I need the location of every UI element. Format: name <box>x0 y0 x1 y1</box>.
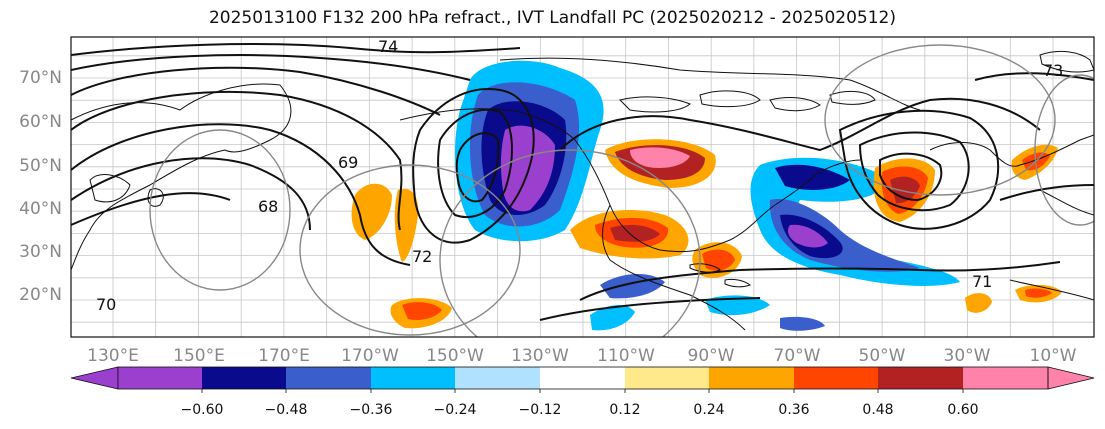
contour-label-71: 71 <box>972 272 992 291</box>
refractivity-contours <box>71 43 1094 321</box>
positive-anomaly-gulf <box>570 210 689 259</box>
colorbar-segment <box>963 367 1048 389</box>
lat-label: 40°N <box>19 199 62 219</box>
colorbar-extend-high <box>1047 366 1095 390</box>
colorbar-segment <box>709 367 794 389</box>
colorbar-segment <box>371 367 455 389</box>
lon-label: 70°W <box>774 346 821 366</box>
colorbar-tick: −0.12 <box>519 402 562 418</box>
lon-label: 110°W <box>597 346 655 366</box>
colorbar-segment <box>118 367 202 389</box>
colorbar-tick-labels: −0.60 −0.48 −0.36 −0.24 −0.12 0.12 0.24 … <box>181 402 979 418</box>
lon-label: 10°W <box>1030 346 1077 366</box>
lon-label: 90°W <box>688 346 735 366</box>
negative-anomaly-subtropics <box>590 274 825 331</box>
lon-label: 130°E <box>87 346 139 366</box>
contour-label-72: 72 <box>412 247 432 266</box>
colorbar-tick: 0.12 <box>609 402 640 418</box>
colorbar-tick: 0.24 <box>693 402 724 418</box>
lat-label: 70°N <box>19 68 62 88</box>
lat-label: 50°N <box>19 156 62 176</box>
positive-anomaly-pacific <box>351 183 992 329</box>
coastlines <box>71 50 1094 331</box>
lat-label: 20°N <box>19 285 62 305</box>
lat-label: 60°N <box>19 112 62 132</box>
colorbar-tick: −0.36 <box>350 402 393 418</box>
lon-label: 30°W <box>944 346 991 366</box>
map-border <box>70 36 1095 338</box>
contour-label-74: 74 <box>378 37 398 56</box>
lon-label: 150°W <box>426 346 484 366</box>
colorbar-segment <box>794 367 878 389</box>
colorbar-segment <box>540 367 625 389</box>
lon-label: 50°W <box>859 346 906 366</box>
colorbar-segment <box>286 367 371 389</box>
contour-label-68: 68 <box>258 197 278 216</box>
lon-label: 170°W <box>341 346 399 366</box>
latitude-labels: 70°N 60°N 50°N 40°N 30°N 20°N <box>19 68 62 305</box>
lon-label: 150°E <box>173 346 225 366</box>
colorbar-tick: 0.48 <box>862 402 893 418</box>
contour-labels: 74 73 72 71 70 69 68 <box>96 37 1063 314</box>
positive-anomaly-atlantic <box>873 144 1062 303</box>
colorbar-extend-low <box>70 366 119 390</box>
longitude-labels: 130°E 150°E 170°E 170°W 150°W 130°W 110°… <box>87 346 1077 366</box>
contour-label-70: 70 <box>96 295 116 314</box>
contour-label-73: 73 <box>1043 61 1063 80</box>
colorbar-tick: 0.36 <box>778 402 809 418</box>
colorbar <box>70 366 1095 393</box>
lat-label: 30°N <box>19 242 62 262</box>
colorbar-tick: −0.24 <box>434 402 477 418</box>
colorbar-tick: −0.48 <box>265 402 308 418</box>
negative-anomaly-atlantic <box>750 157 960 286</box>
lon-label: 130°W <box>511 346 569 366</box>
contour-label-69: 69 <box>338 153 358 172</box>
positive-anomaly-plains <box>605 139 716 188</box>
map-title: 2025013100 F132 200 hPa refract., IVT La… <box>208 8 896 28</box>
grey-contours <box>149 44 1094 337</box>
colorbar-segment <box>878 367 963 389</box>
colorbar-tick: 0.60 <box>947 402 978 418</box>
colorbar-tick: −0.60 <box>181 402 224 418</box>
colorbar-frame <box>117 366 1049 390</box>
colorbar-segment <box>202 367 286 389</box>
colorbar-segment <box>625 367 709 389</box>
colorbar-segment <box>455 367 540 389</box>
lon-label: 170°E <box>258 346 310 366</box>
